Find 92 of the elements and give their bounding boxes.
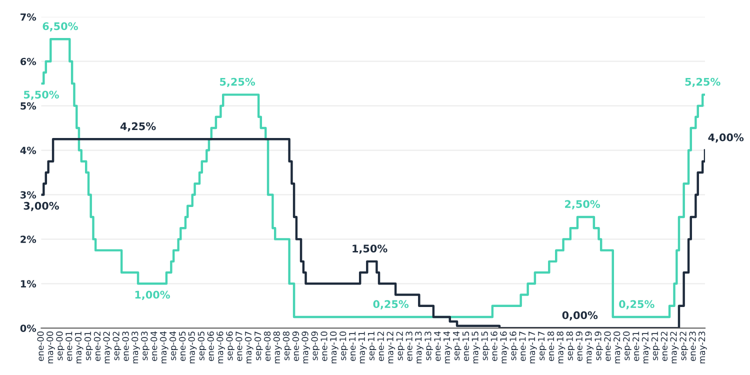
x-tick-label: may-09	[302, 332, 310, 364]
y-tick-label: 0%	[20, 324, 36, 332]
x-tick-label: may-19	[585, 332, 594, 364]
annotation: 5,25%	[685, 78, 720, 88]
x-tick-label: ene-21	[632, 332, 640, 362]
annotation: 1,00%	[135, 290, 170, 300]
x-tick-label: may-05	[188, 332, 197, 364]
x-tick-label: sep-00	[56, 331, 64, 360]
y-tick-label: 6%	[20, 58, 36, 66]
x-tick-label: sep-16	[510, 331, 518, 360]
x-tick-label: ene-18	[547, 332, 554, 362]
x-tick-label: ene-07	[236, 332, 242, 362]
x-tick-label: sep-09	[311, 332, 320, 360]
x-tick-label: ene-10	[320, 331, 328, 362]
x-tick-label: sep-04	[170, 331, 178, 360]
x-tick-label: ene-16	[490, 331, 498, 362]
x-tick-label: ene-02	[94, 332, 101, 362]
x-tick-label: sep-02	[112, 332, 122, 360]
x-tick-label: ene-03	[122, 332, 129, 362]
x-tick-label: ene-12	[377, 332, 384, 362]
x-tick-label: sep-08	[282, 332, 292, 360]
x-tick-label: ene-19	[576, 332, 582, 362]
x-tick-label: ene-01	[66, 332, 72, 362]
x-tick-label: sep-21	[651, 332, 660, 360]
x-tick-label: sep-20	[623, 331, 632, 360]
x-tick-label: ene-11	[349, 332, 356, 362]
annotation: 2,50%	[565, 200, 600, 210]
x-tick-label: sep-13	[424, 332, 433, 360]
annotation: 0,25%	[373, 300, 409, 310]
x-tick-label: ene-09	[292, 332, 299, 362]
x-tick-label: may-16	[500, 331, 508, 364]
x-tick-label: ene-05	[178, 332, 186, 362]
y-tick-label: 2%	[20, 236, 36, 244]
x-tick-label: may-02	[103, 332, 112, 364]
x-tick-label: may-14	[444, 331, 452, 364]
x-tick-label: ene-15	[462, 332, 470, 362]
x-tick-label: sep-05	[198, 332, 206, 360]
x-tick-label: sep-15	[481, 332, 490, 360]
x-tick-label: sep-14	[453, 331, 462, 360]
x-tick-label: sep-12	[396, 332, 405, 360]
x-tick-label: may-03	[132, 332, 140, 364]
x-tick-label: sep-18	[566, 332, 575, 360]
x-tick-label: may-10	[330, 331, 338, 364]
x-tick-label: sep-19	[594, 332, 603, 360]
x-tick-label: sep-11	[368, 332, 376, 360]
x-tick-label: may-12	[386, 332, 396, 364]
y-tick-label: 5%	[20, 102, 36, 110]
x-tick-label: may-07	[244, 332, 254, 364]
annotation: 4,25%	[120, 122, 156, 132]
x-tick-label: may-20	[614, 331, 622, 364]
annotation: 0,00%	[562, 311, 598, 320]
x-tick-label: sep-03	[141, 332, 150, 360]
y-tick-label: 4%	[20, 146, 36, 154]
x-tick-label: ene-17	[519, 332, 526, 362]
x-tick-label: ene-22	[660, 332, 668, 362]
x-tick-label: may-06	[216, 331, 225, 364]
x-tick-label: ene-08	[264, 332, 271, 362]
x-tick-label: may-15	[472, 332, 480, 364]
x-tick-label: may-22	[670, 332, 678, 364]
x-tick-label: ene-20	[604, 331, 611, 362]
x-tick-label: ene-06	[207, 331, 214, 362]
x-tick-label: sep-01	[84, 332, 93, 360]
x-tick-label: may-17	[528, 332, 537, 364]
annotation: 0,25%	[619, 300, 654, 310]
annotation: 4,00%	[708, 133, 744, 143]
annotation: 3,00%	[24, 202, 59, 212]
annotation: 5,50%	[24, 90, 59, 100]
x-tick-label: sep-10	[340, 331, 348, 360]
x-tick-label: may-13	[415, 332, 424, 364]
x-tick-label: ene-23	[689, 332, 696, 362]
x-tick-label: may-21	[642, 332, 650, 364]
annotation: 6,50%	[42, 22, 78, 32]
x-tick-label: may-23	[698, 332, 707, 364]
x-tick-label: may-18	[556, 332, 566, 364]
x-tick-label: sep-06	[226, 331, 234, 360]
x-tick-label: ene-00	[37, 331, 44, 362]
x-tick-label: may-01	[74, 332, 84, 364]
x-tick-label: may-08	[273, 332, 282, 364]
x-tick-label: ene-04	[150, 331, 158, 362]
x-tick-label: may-00	[46, 331, 55, 364]
x-tick-label: may-11	[358, 332, 367, 364]
y-tick-label: 3%	[20, 191, 36, 199]
x-tick-label: ene-13	[406, 332, 412, 362]
y-tick-label: 7%	[20, 13, 36, 21]
x-tick-label: ene-14	[434, 331, 441, 362]
y-tick-label: 1%	[20, 280, 36, 288]
x-tick-label: sep-22	[680, 332, 688, 360]
x-tick-label: sep-17	[538, 332, 546, 360]
annotation: 1,50%	[352, 244, 388, 254]
x-tick-label: sep-07	[254, 332, 263, 360]
annotation: 5,25%	[220, 78, 256, 88]
x-tick-label: may-04	[160, 331, 168, 364]
